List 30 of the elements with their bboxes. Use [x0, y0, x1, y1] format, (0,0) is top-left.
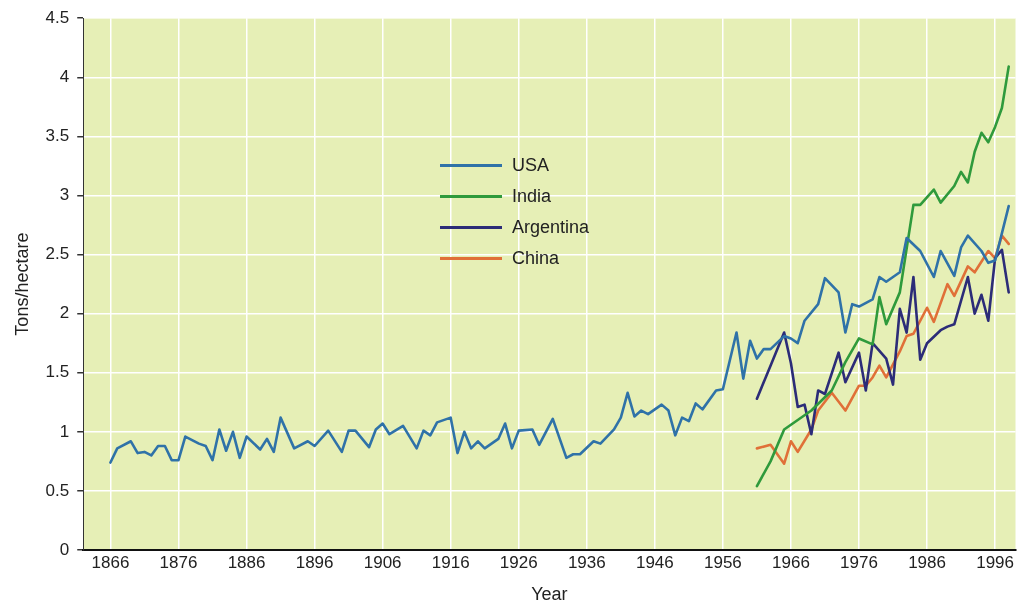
y-tick-label: 3.5 [45, 126, 70, 146]
x-tick-label: 1896 [295, 552, 334, 572]
legend-label: USA [512, 154, 550, 177]
legend-label: Argentina [512, 216, 590, 239]
y-axis-title: Tons/hectare [11, 232, 32, 336]
y-tick-label: 3 [59, 185, 70, 205]
y-tick-label: 0.5 [45, 480, 70, 500]
x-tick-label: 1916 [431, 552, 470, 572]
x-tick-label: 1876 [159, 552, 198, 572]
x-tick-label: 1906 [363, 552, 402, 572]
x-tick-label: 1956 [703, 552, 742, 572]
x-tick-label: 1966 [772, 552, 810, 572]
y-tick-label: 1.5 [45, 362, 70, 382]
x-tick-label: 1946 [635, 552, 674, 572]
y-tick-label: 4 [59, 66, 70, 86]
y-tick-label: 1 [59, 421, 70, 441]
x-tick-label: 1996 [976, 552, 1014, 572]
x-tick-label: 1886 [227, 552, 266, 572]
y-tick-label: 0 [59, 539, 70, 559]
legend-label: India [512, 185, 552, 208]
y-tick-label: 2.5 [45, 244, 70, 264]
x-tick-label: 1866 [91, 552, 130, 572]
x-tick-label: 1986 [908, 552, 946, 572]
x-tick-label: 1936 [567, 552, 606, 572]
y-tick-label: 2 [59, 303, 70, 323]
x-axis-title: Year [531, 584, 568, 605]
x-tick-label: 1976 [840, 552, 878, 572]
y-tick-label: 4.5 [45, 7, 70, 27]
legend-label: China [512, 247, 560, 270]
x-tick-label: 1926 [499, 552, 538, 572]
